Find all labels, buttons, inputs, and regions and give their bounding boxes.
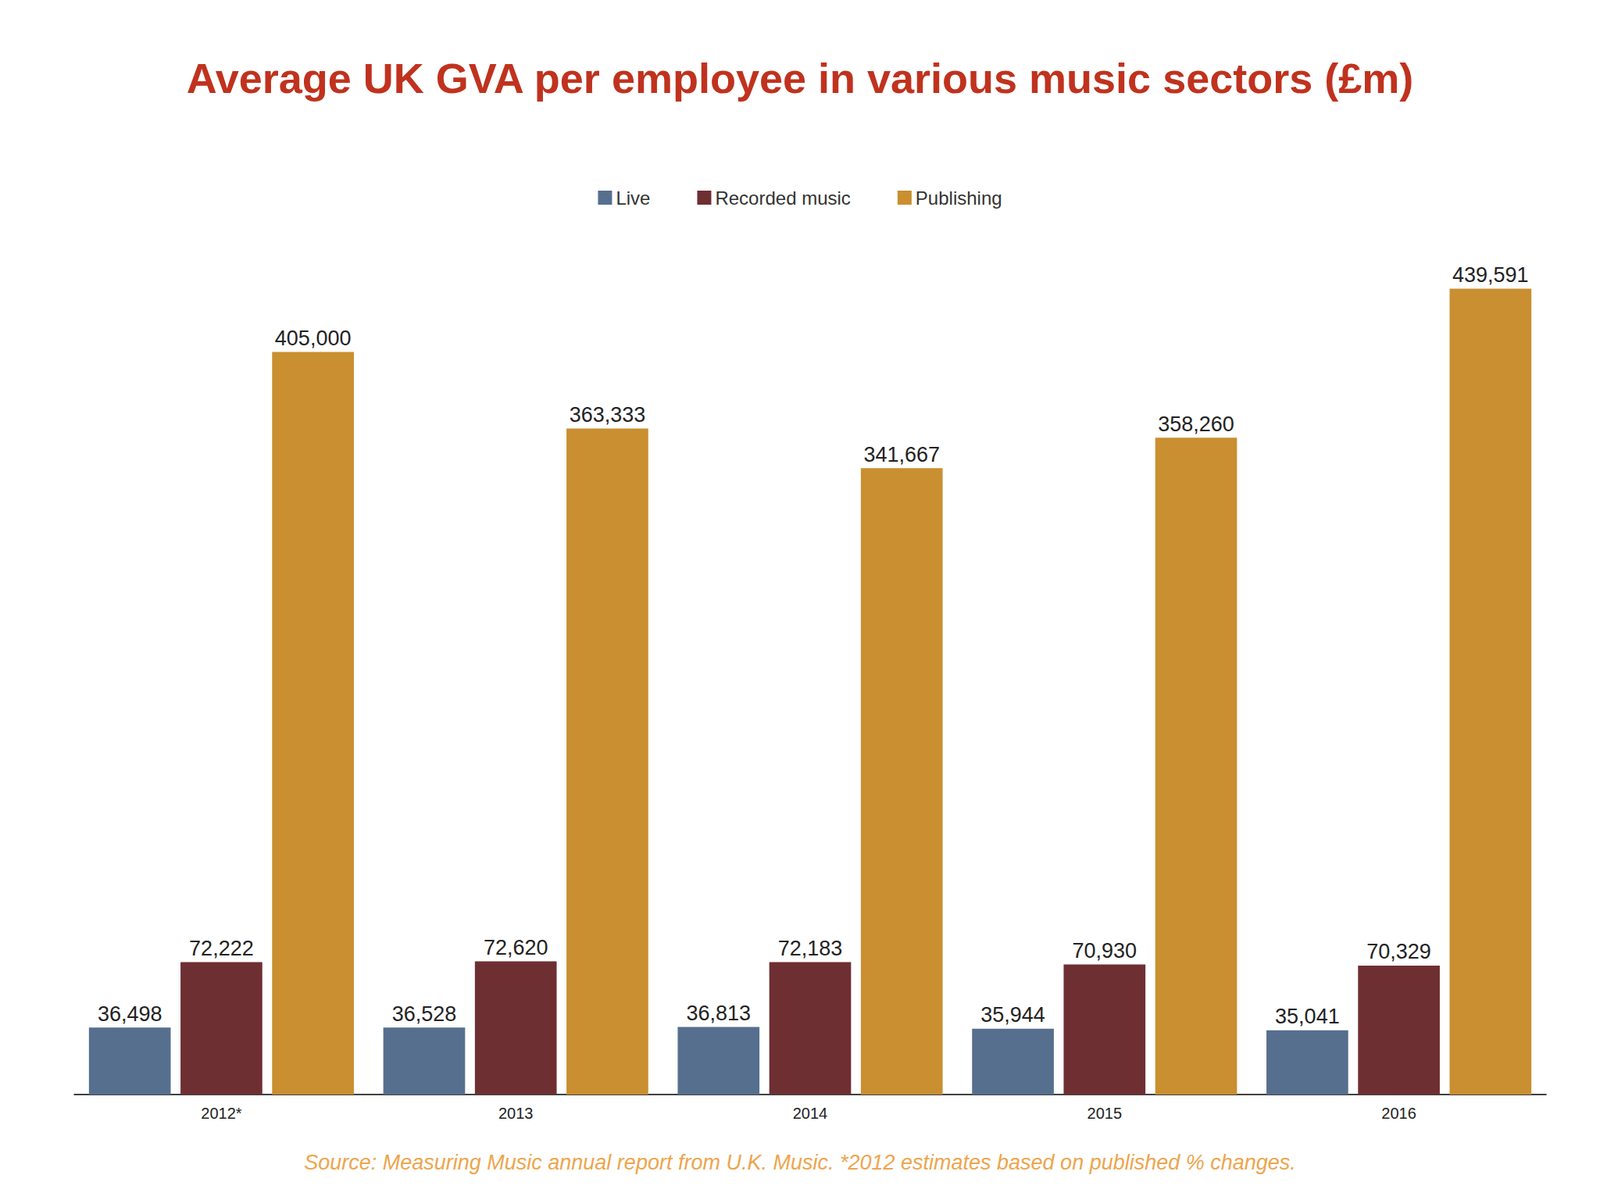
- svg-text:439,591: 439,591: [1452, 263, 1529, 287]
- svg-text:2016: 2016: [1381, 1104, 1417, 1122]
- svg-text:405,000: 405,000: [275, 326, 352, 350]
- svg-text:Source: Measuring Music annual: Source: Measuring Music annual report fr…: [303, 1150, 1297, 1175]
- svg-text:Live: Live: [615, 187, 650, 209]
- svg-text:72,620: 72,620: [483, 935, 549, 960]
- svg-text:70,329: 70,329: [1366, 939, 1432, 964]
- svg-text:358,260: 358,260: [1157, 412, 1235, 436]
- svg-text:2012*: 2012*: [200, 1104, 242, 1122]
- svg-text:35,944: 35,944: [980, 1003, 1046, 1027]
- svg-text:36,498: 36,498: [97, 1002, 163, 1026]
- svg-text:2014: 2014: [792, 1104, 829, 1122]
- svg-text:72,183: 72,183: [778, 936, 843, 961]
- svg-text:363,333: 363,333: [569, 403, 647, 427]
- svg-text:Average UK GVA per employee in: Average UK GVA per employee in various m…: [186, 54, 1415, 102]
- svg-text:72,222: 72,222: [189, 936, 254, 961]
- svg-text:341,667: 341,667: [863, 442, 940, 467]
- svg-text:36,528: 36,528: [392, 1002, 458, 1026]
- svg-text:2013: 2013: [498, 1104, 534, 1122]
- svg-text:70,930: 70,930: [1072, 939, 1138, 963]
- svg-text:35,041: 35,041: [1275, 1004, 1340, 1029]
- svg-text:2015: 2015: [1087, 1104, 1123, 1122]
- svg-text:36,813: 36,813: [685, 1001, 751, 1025]
- svg-text:Publishing: Publishing: [915, 187, 1003, 209]
- svg-text:Recorded music: Recorded music: [714, 187, 850, 209]
